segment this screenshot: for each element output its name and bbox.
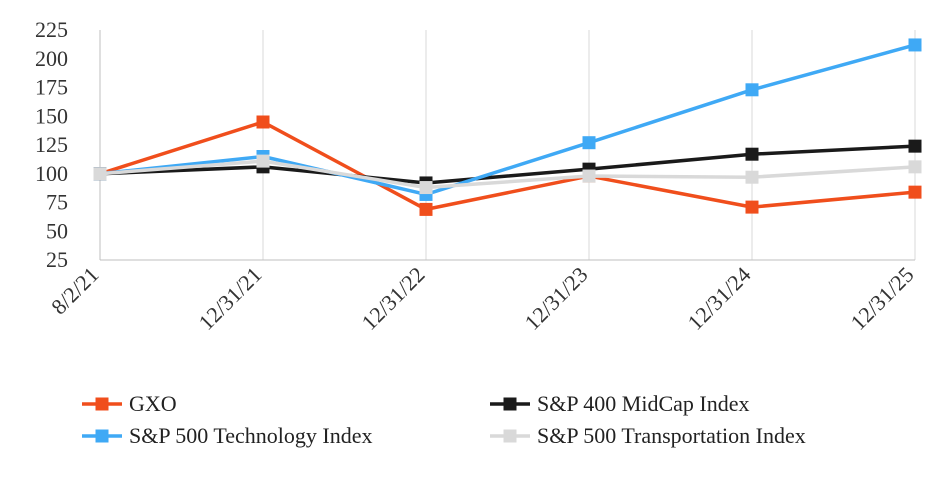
- legend-label: S&P 500 Technology Index: [129, 423, 373, 448]
- x-tick-label: 12/31/22: [357, 262, 430, 335]
- y-tick-label: 100: [35, 161, 68, 186]
- legend-label: S&P 400 MidCap Index: [537, 391, 749, 416]
- y-tick-label: 150: [35, 103, 68, 128]
- axes: [99, 30, 915, 261]
- y-tick-label: 25: [46, 247, 68, 272]
- data-point-marker: [419, 202, 433, 216]
- legend-swatch-marker: [503, 397, 517, 411]
- legend-swatch-marker: [503, 429, 517, 443]
- data-point-marker: [745, 147, 759, 161]
- data-point-marker: [582, 169, 596, 183]
- y-tick-label: 125: [35, 132, 68, 157]
- data-point-marker: [908, 139, 922, 153]
- data-point-marker: [256, 154, 270, 168]
- y-tick-label: 175: [35, 75, 68, 100]
- legend-item: S&P 500 Technology Index: [82, 423, 373, 448]
- data-point-marker: [256, 115, 270, 129]
- series-line: [99, 120, 916, 212]
- data-point-marker: [908, 185, 922, 199]
- legend-swatch-marker: [95, 429, 109, 443]
- data-point-marker: [908, 160, 922, 174]
- legend-label: S&P 500 Transportation Index: [537, 423, 806, 448]
- y-axis-tick-labels: 225 200 175 150 125 100 75 50 25: [35, 17, 68, 272]
- data-point-marker: [745, 200, 759, 214]
- x-tick-label: 12/31/23: [520, 262, 593, 335]
- y-tick-label: 200: [35, 46, 68, 71]
- data-point-marker: [908, 38, 922, 52]
- legend-label: GXO: [129, 391, 177, 416]
- x-tick-label: 12/31/21: [194, 262, 267, 335]
- y-tick-label: 225: [35, 17, 68, 42]
- legend: GXO S&P 400 MidCap Index S&P 500 Technolog…: [82, 391, 806, 448]
- x-tick-label: 12/31/24: [683, 262, 756, 335]
- series-3: [93, 154, 922, 195]
- series-lines: [93, 38, 922, 216]
- legend-item: GXO: [82, 391, 177, 416]
- legend-item: S&P 500 Transportation Index: [490, 423, 806, 448]
- series-line: [99, 43, 916, 197]
- data-point-marker: [582, 136, 596, 150]
- legend-item: S&P 400 MidCap Index: [490, 391, 749, 416]
- data-point-marker: [93, 167, 107, 181]
- series-line: [99, 144, 916, 185]
- series-line: [99, 159, 916, 190]
- y-tick-label: 50: [46, 218, 68, 243]
- x-axis-tick-labels: 8/2/21 12/31/21 12/31/22 12/31/23 12/31/24 12…: [46, 262, 918, 335]
- data-point-marker: [419, 181, 433, 195]
- legend-swatch-marker: [95, 397, 109, 411]
- y-tick-label: 75: [46, 190, 68, 215]
- data-point-marker: [745, 83, 759, 97]
- data-point-marker: [745, 170, 759, 184]
- x-tick-label: 12/31/25: [846, 262, 919, 335]
